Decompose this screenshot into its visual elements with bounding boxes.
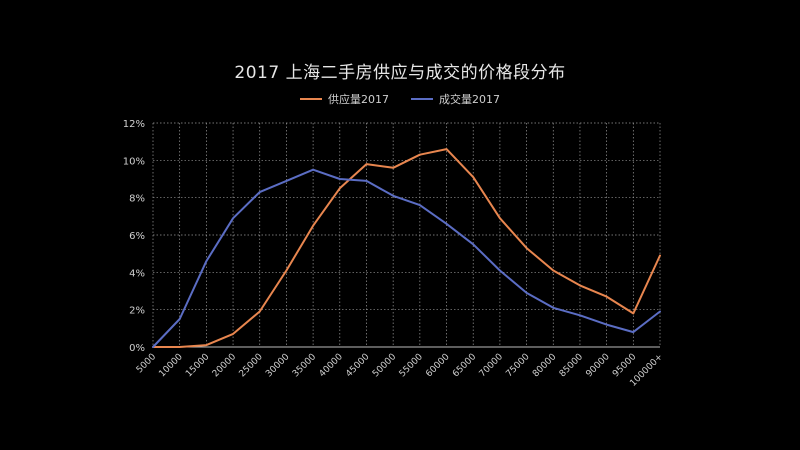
y-tick-label: 8% xyxy=(129,194,145,205)
legend-label-supply: 供应量2017 xyxy=(328,93,389,106)
x-tick-label: 40000 xyxy=(318,352,346,380)
series-line-deals xyxy=(152,168,661,348)
legend-swatch-supply xyxy=(300,98,322,100)
x-tick-label: 60000 xyxy=(424,352,452,380)
y-tick-label: 10% xyxy=(123,156,145,167)
x-tick-label: 55000 xyxy=(398,352,426,380)
y-tick-label: 4% xyxy=(129,268,145,279)
legend-swatch-deals xyxy=(411,98,433,100)
x-tick-label: 30000 xyxy=(264,352,292,380)
x-tick-label: 20000 xyxy=(211,352,239,380)
legend-label-deals: 成交量2017 xyxy=(439,93,500,106)
legend-item-supply: 供应量2017 xyxy=(300,91,389,107)
x-tick-label: 75000 xyxy=(504,352,532,380)
x-tick-label: 25000 xyxy=(238,352,266,380)
y-tick-label: 0% xyxy=(129,343,145,354)
x-tick-label: 10000 xyxy=(157,352,185,380)
x-tick-label: 85000 xyxy=(558,352,586,380)
x-tick-label: 5000 xyxy=(135,352,158,375)
x-tick-label: 35000 xyxy=(291,352,319,380)
y-tick-label: 12% xyxy=(123,119,145,130)
x-tick-label: 50000 xyxy=(371,352,399,380)
x-tick-label: 70000 xyxy=(478,352,506,380)
legend-item-deals: 成交量2017 xyxy=(411,91,500,107)
x-tick-label: 65000 xyxy=(451,352,479,380)
x-tick-label: 15000 xyxy=(184,352,212,380)
legend: 供应量2017 成交量2017 xyxy=(0,91,800,107)
series-line-supply xyxy=(152,148,661,348)
x-tick-label: 45000 xyxy=(344,352,372,380)
chart-title: 2017 上海二手房供应与成交的价格段分布 xyxy=(234,63,566,83)
y-tick-label: 2% xyxy=(129,306,145,317)
y-tick-label: 6% xyxy=(129,231,145,242)
x-tick-label: 90000 xyxy=(584,352,612,380)
x-tick-label: 80000 xyxy=(531,352,559,380)
